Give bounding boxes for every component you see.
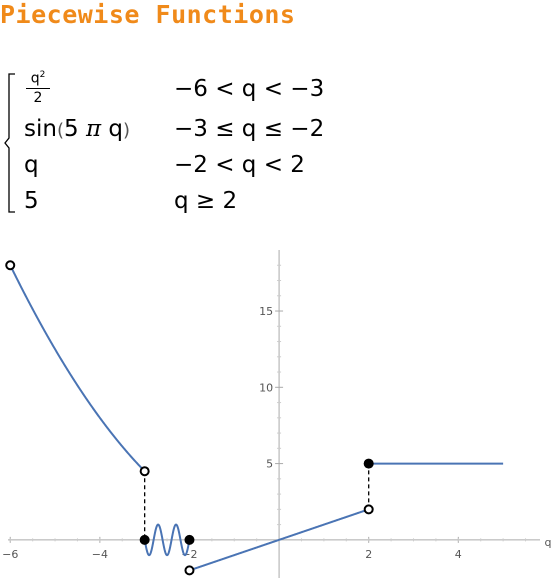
left-brace	[4, 73, 15, 213]
open-point	[363, 504, 374, 515]
open-point	[5, 260, 16, 271]
piece-expr-3: q	[24, 152, 39, 178]
closed-point	[184, 534, 195, 545]
page-title: Piecewise Functions	[0, 0, 296, 29]
piece-row-2: sin(5 π q) −3 ≤ q ≤ −2	[24, 116, 324, 150]
series-line-2	[143, 523, 191, 557]
y-tick-label: 15	[259, 305, 273, 318]
closed-point	[139, 534, 150, 545]
series-line-1	[9, 264, 146, 472]
piece-cond-3: −2 < q < 2	[174, 152, 305, 178]
piece-expr-2: sin(5 π q)	[24, 116, 131, 142]
y-tick-label: 10	[259, 381, 273, 394]
series-line-3	[189, 508, 370, 572]
y-tick-label: 5	[266, 458, 273, 471]
x-tick-label: 4	[455, 548, 462, 561]
piece-cond-4: q ≥ 2	[174, 188, 238, 214]
piece-row-4: 5 q ≥ 2	[24, 188, 324, 222]
piece-cond-2: −3 ≤ q ≤ −2	[174, 116, 325, 142]
x-tick-label: −6	[2, 548, 18, 561]
closed-point	[363, 458, 374, 469]
x-tick-label: −4	[92, 548, 108, 561]
piece-cond-1: −6 < q < −3	[174, 76, 325, 102]
x-tick-label: −2	[181, 548, 197, 561]
open-point	[184, 565, 195, 576]
piece-row-1: q2 2 −6 < q < −3	[24, 70, 325, 110]
piece-row-3: q −2 < q < 2	[24, 152, 324, 186]
x-axis-label: q	[545, 536, 552, 549]
piece-expr-4: 5	[24, 188, 39, 214]
x-tick-label: 2	[365, 548, 372, 561]
fraction: q2 2	[26, 70, 50, 106]
open-point	[139, 466, 150, 477]
piecewise-definition: q2 2 −6 < q < −3 sin(5 π q) −3 ≤ q ≤ −2 …	[0, 70, 330, 216]
